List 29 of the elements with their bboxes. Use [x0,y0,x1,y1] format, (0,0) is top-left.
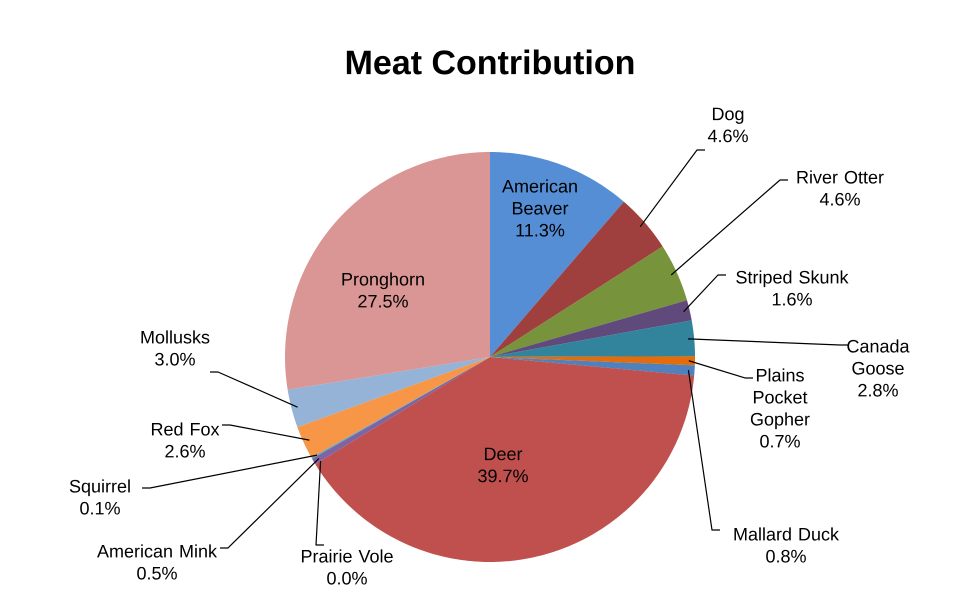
slice-label: Dog [712,108,744,124]
slice-label: Plains Pocket Gopher [750,368,810,430]
data-label: 4.6% [708,130,748,142]
data-label: 0.7% [760,434,800,448]
slice-label: Pronghorn [342,272,424,290]
data-label: 0.1% [80,502,120,515]
chart-title: Meat Contribution [346,50,634,74]
data-label: 2.6% [165,444,205,458]
data-label: 27.5% [358,294,408,308]
text: 0.0% [327,572,367,585]
slice-label: American Mink [97,544,218,558]
data-label: 1.6% [772,292,812,306]
data-label: 3.0% [155,352,195,366]
category-label: Prairie Vole [302,549,393,563]
slice-label: Mollusks [141,330,210,344]
data-label: 0.8% [766,550,806,563]
slice-label: Squirrel [70,479,130,496]
slice-label: Red Fox [152,422,220,436]
slice-label: Striped Skunk [736,270,849,288]
slice-label: Canada Goose [847,339,910,375]
slice-label: Mallard Duck [734,527,840,541]
slice-label: Deer [484,448,522,460]
data-label: 0.5% [137,566,177,580]
data-label: 2.8% [858,384,898,397]
data-label: 4.6% [820,192,860,206]
data-label: 11.3% [516,224,564,237]
data-label: 39.7% [478,470,528,482]
slice-label: River Otter [797,170,884,184]
slice-label: American Beaver [502,179,577,215]
